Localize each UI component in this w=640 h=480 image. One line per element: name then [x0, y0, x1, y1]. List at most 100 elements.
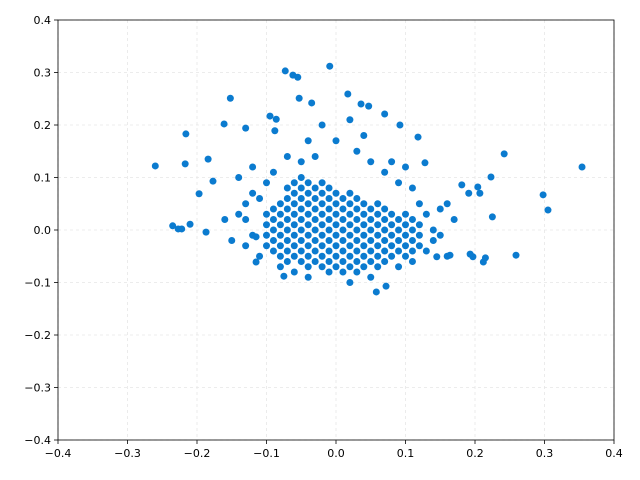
point — [395, 179, 403, 187]
point — [367, 273, 375, 281]
point — [353, 216, 361, 223]
point — [339, 195, 347, 202]
point — [318, 221, 326, 229]
point — [360, 221, 368, 229]
point — [235, 210, 243, 218]
point — [290, 231, 298, 239]
point — [360, 252, 368, 260]
point — [353, 226, 361, 234]
y-tick-label: 0.4 — [34, 14, 52, 27]
point — [433, 253, 441, 261]
point — [311, 153, 319, 160]
point — [276, 252, 284, 260]
point — [304, 210, 312, 218]
point — [263, 242, 270, 250]
point — [276, 200, 284, 208]
point — [297, 174, 305, 181]
point — [395, 247, 403, 255]
point — [276, 231, 284, 239]
point — [374, 263, 382, 271]
point — [228, 237, 236, 244]
point — [269, 168, 277, 176]
point — [346, 263, 354, 271]
point — [500, 150, 508, 158]
point — [276, 263, 284, 271]
point — [242, 216, 250, 223]
point — [374, 210, 382, 218]
point — [325, 195, 333, 202]
point — [339, 237, 347, 244]
point — [181, 160, 189, 168]
point — [204, 155, 212, 163]
point — [339, 226, 347, 234]
point — [297, 226, 305, 234]
point — [220, 120, 228, 128]
point — [374, 231, 382, 239]
x-tick-label: −0.1 — [253, 447, 280, 460]
point — [381, 258, 389, 265]
point — [249, 163, 257, 171]
point — [325, 216, 333, 223]
point — [332, 263, 340, 271]
plot-frame — [57, 19, 615, 441]
point — [325, 184, 333, 192]
point — [283, 216, 291, 223]
point — [226, 94, 234, 102]
point — [346, 200, 354, 208]
x-tick-label: 0.2 — [466, 447, 484, 460]
y-tick-label: 0.0 — [34, 224, 52, 237]
point — [318, 242, 326, 250]
point — [415, 242, 423, 250]
point — [304, 137, 312, 145]
point — [466, 250, 474, 258]
point — [332, 231, 340, 239]
point — [269, 247, 277, 255]
point — [290, 252, 298, 260]
point — [372, 288, 380, 296]
x-tick-label: 0.0 — [327, 447, 345, 460]
point — [422, 247, 430, 255]
point — [346, 116, 354, 124]
point — [465, 189, 473, 197]
point — [332, 210, 340, 218]
point — [367, 158, 375, 166]
point — [481, 254, 489, 262]
x-tick-label: −0.3 — [114, 447, 141, 460]
point — [367, 216, 375, 223]
point — [276, 221, 284, 229]
point — [269, 216, 277, 223]
point — [249, 189, 257, 197]
point — [388, 210, 396, 218]
point — [402, 242, 409, 250]
point — [544, 206, 552, 214]
point — [402, 210, 409, 218]
point — [276, 242, 284, 250]
point — [450, 216, 458, 223]
point — [578, 163, 586, 171]
point — [415, 231, 423, 239]
point — [353, 247, 361, 255]
point — [346, 279, 354, 286]
y-tick-label: −0.4 — [24, 434, 51, 447]
point — [283, 258, 291, 265]
point — [318, 200, 326, 208]
point — [318, 189, 326, 197]
point — [367, 226, 375, 234]
point — [353, 268, 361, 276]
point — [325, 237, 333, 244]
point — [263, 179, 270, 187]
point — [283, 237, 291, 244]
point — [325, 258, 333, 265]
point — [429, 237, 437, 244]
point — [488, 213, 496, 221]
point — [242, 200, 250, 208]
point — [360, 231, 368, 239]
point — [311, 237, 319, 244]
point — [374, 242, 382, 250]
point — [429, 226, 437, 234]
point — [402, 231, 409, 239]
point — [318, 263, 326, 271]
point — [332, 200, 340, 208]
point — [357, 100, 365, 108]
